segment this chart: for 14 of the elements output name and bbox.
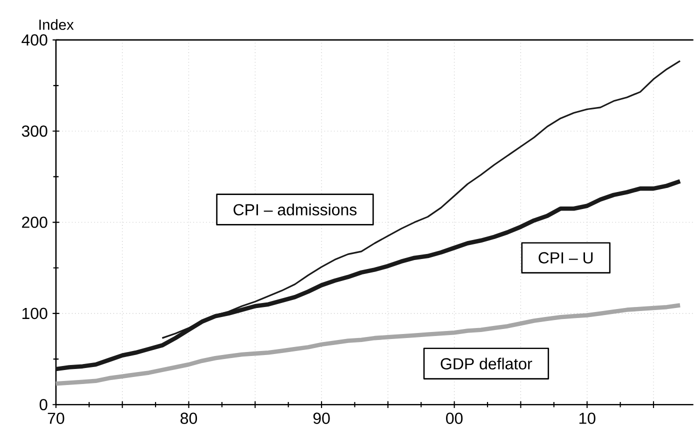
y-tick-label: 0 [40, 399, 48, 410]
x-tick-label: 10 [579, 412, 596, 424]
x-tick-label: 90 [313, 412, 330, 424]
y-tick-label: 100 [22, 308, 48, 320]
series-label: GDP deflator [440, 358, 532, 370]
text: CPI – admissions [234, 204, 357, 216]
series-label: CPI – U [538, 252, 593, 264]
y-tick-label: 400 [22, 34, 48, 46]
y-tick-label: 200 [22, 216, 48, 228]
y-axis-title: Index [39, 19, 74, 30]
x-tick-label: 80 [180, 412, 198, 424]
x-tick-label: 70 [48, 412, 64, 424]
y-tick-label: 300 [22, 126, 48, 137]
x-tick-label: 00 [446, 412, 463, 424]
